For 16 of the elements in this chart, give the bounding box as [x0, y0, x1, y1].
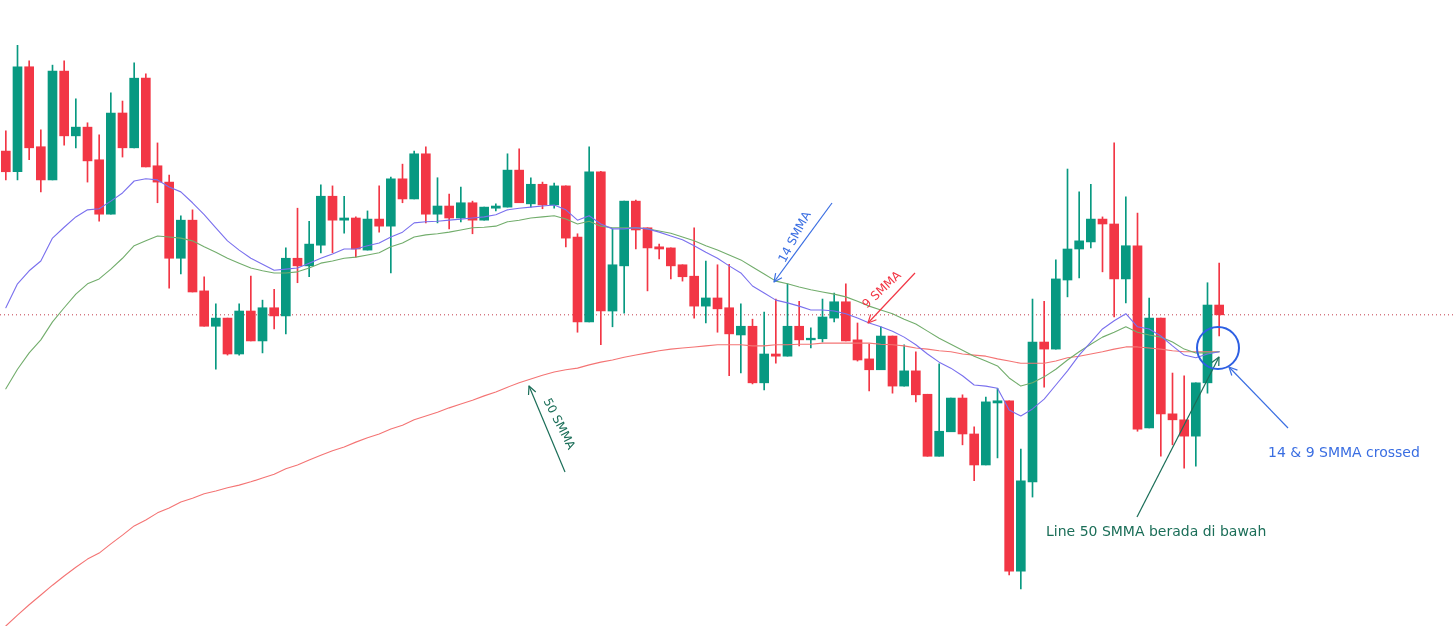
candlestick — [654, 243, 664, 260]
candlestick — [1039, 300, 1049, 388]
candlestick — [71, 98, 81, 149]
text: 14 & 9 SMMA crossed — [1268, 444, 1420, 461]
candlestick — [1074, 191, 1084, 279]
candlestick — [806, 327, 816, 349]
candlestick — [269, 288, 279, 330]
candlestick — [211, 303, 221, 370]
annotation: Line 50 SMMA berada di bawah — [1046, 523, 1267, 540]
candlestick — [339, 195, 349, 234]
candlestick — [736, 303, 746, 374]
candlestick — [374, 185, 384, 233]
candlestick — [701, 260, 711, 324]
candlestick — [771, 298, 781, 364]
candlestick — [1214, 262, 1224, 337]
candlestick — [864, 343, 874, 392]
